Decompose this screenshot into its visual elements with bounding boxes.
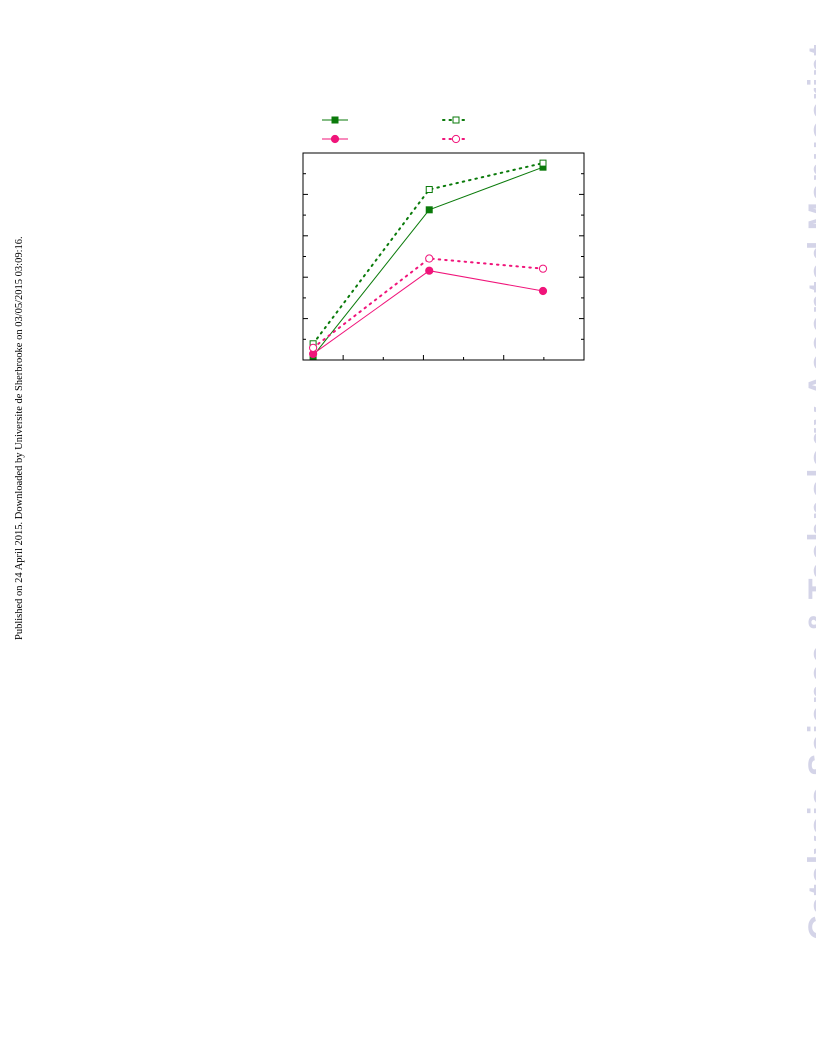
series-markers — [309, 159, 548, 360]
series-3-point-0 — [309, 343, 318, 352]
series-line-3 — [312, 257, 544, 349]
series-2-point-1 — [425, 266, 434, 275]
series-3-point-2 — [538, 264, 548, 273]
series-line-1 — [312, 162, 544, 345]
legend-marker-3 — [451, 134, 461, 144]
series-3-point-1 — [425, 254, 434, 263]
legend-marker-1 — [452, 116, 460, 124]
axis-ticks — [303, 173, 584, 360]
legend-marker-2 — [330, 134, 340, 144]
legend-marker-0 — [331, 116, 339, 124]
series-1-point-2 — [539, 159, 547, 167]
series-1-point-1 — [425, 186, 433, 194]
chart-legend — [322, 116, 470, 144]
plot-frame — [302, 152, 585, 361]
series-2-point-2 — [538, 286, 548, 296]
series-0-point-1 — [425, 206, 433, 214]
